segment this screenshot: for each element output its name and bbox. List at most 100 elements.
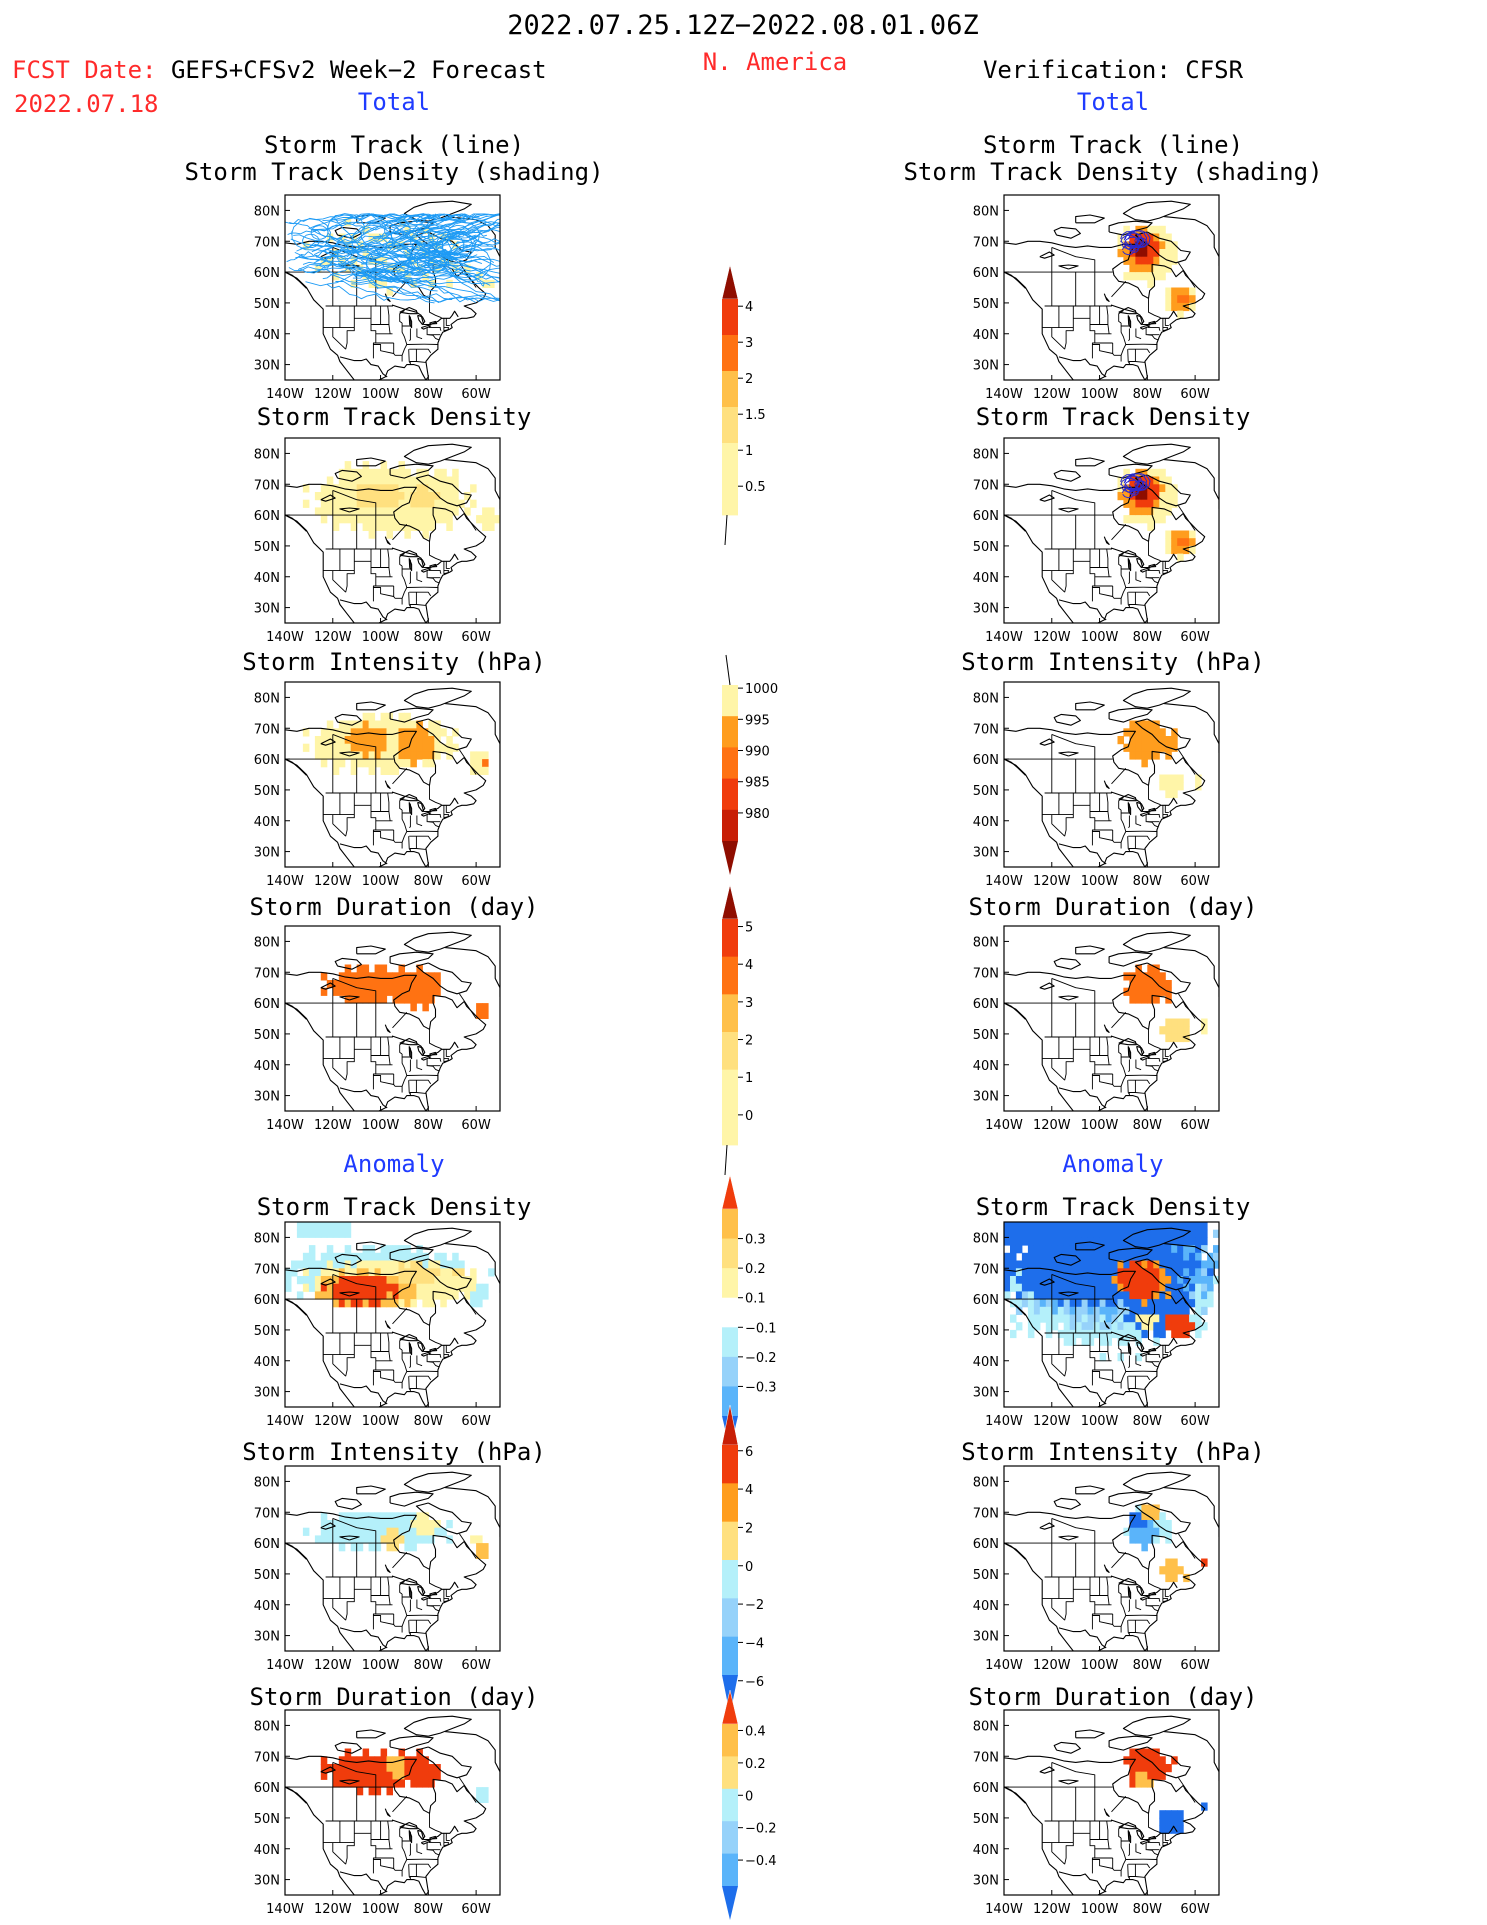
- shading-cell: [1141, 1748, 1148, 1757]
- shading-cell: [1159, 1268, 1166, 1277]
- shading-cell: [398, 1291, 405, 1300]
- border: [339, 1627, 388, 1649]
- shading-cell: [1171, 1825, 1178, 1834]
- shading-cell: [1093, 1291, 1101, 1300]
- shading-cell: [422, 728, 429, 737]
- shading-cell: [374, 515, 382, 524]
- shading-cell: [398, 1283, 405, 1292]
- shading-cell: [1171, 1283, 1178, 1292]
- state-line: [1127, 328, 1130, 341]
- shading-cell: [1195, 1306, 1202, 1315]
- lake: [1039, 1522, 1055, 1530]
- shading-cell: [416, 995, 423, 1004]
- shading-cell: [482, 766, 489, 775]
- shading-cell: [1010, 1329, 1017, 1339]
- shading-cell: [1159, 225, 1166, 234]
- shading-cell: [380, 1527, 388, 1536]
- colorbar-segment: [722, 1297, 738, 1328]
- shading-cell: [332, 728, 340, 737]
- shading-cell: [380, 1779, 388, 1788]
- state-line: [1120, 1054, 1127, 1093]
- province-line: [332, 1273, 377, 1300]
- island: [1108, 1491, 1153, 1507]
- state-line: [1147, 334, 1159, 341]
- shading-cell: [362, 1748, 370, 1757]
- shading-cell: [362, 1299, 370, 1308]
- state-line: [401, 566, 408, 605]
- shading-cell: [1135, 1245, 1142, 1254]
- state-line: [428, 1842, 442, 1846]
- border: [1004, 514, 1026, 532]
- shading-cell: [338, 1276, 346, 1285]
- shading-cell: [362, 728, 370, 737]
- shading-cell: [386, 736, 393, 745]
- island: [415, 474, 472, 507]
- shading-cell: [344, 1252, 352, 1261]
- shading-cell: [1171, 1222, 1178, 1231]
- island: [1075, 457, 1105, 467]
- shading-cell: [428, 1299, 435, 1308]
- lat-tick-label: 30N: [973, 602, 999, 617]
- province-line: [1178, 1777, 1196, 1803]
- state-line: [387, 1332, 391, 1361]
- shading-cell: [1135, 1535, 1142, 1544]
- shading-cell: [332, 507, 340, 516]
- shading-cell: [1021, 1291, 1029, 1300]
- shading-cell: [380, 743, 388, 752]
- lake: [1118, 793, 1137, 802]
- state-line: [1164, 318, 1169, 326]
- island: [445, 703, 500, 753]
- shading-cell: [1105, 1237, 1112, 1246]
- shading-cell: [1075, 1222, 1083, 1231]
- shading-cell: [392, 766, 399, 775]
- state-line: [1128, 348, 1151, 354]
- island: [1134, 962, 1191, 995]
- shading-cell: [428, 507, 435, 516]
- colorbar-segment: [722, 1209, 738, 1239]
- storm-track-line: [415, 240, 500, 282]
- shading-cell: [326, 1535, 334, 1544]
- shading-cell: [1171, 1018, 1178, 1027]
- shading-cell: [1171, 736, 1178, 745]
- shading-cell: [386, 1283, 393, 1292]
- shading-cell: [404, 492, 411, 501]
- shading-cell: [428, 736, 435, 745]
- shading-cell: [1159, 1026, 1166, 1035]
- colorbar-segment: [722, 1598, 738, 1638]
- shading-cell: [1165, 538, 1172, 547]
- shading-cell: [1135, 1779, 1142, 1788]
- lake: [408, 315, 413, 329]
- colorbar-segment: [722, 1445, 738, 1484]
- province-line: [429, 541, 442, 562]
- shading-cell: [386, 759, 393, 768]
- shading-cell: [1027, 1237, 1035, 1246]
- storm-track-line: [344, 265, 398, 283]
- lake: [1136, 1341, 1145, 1353]
- shading-cell: [1141, 1779, 1148, 1788]
- shading-cell: [386, 1245, 393, 1254]
- shading-cell: [1189, 1260, 1196, 1269]
- shading-cell: [1135, 1229, 1142, 1238]
- shading-cell: [350, 484, 358, 493]
- colorbar-segment: [722, 1853, 738, 1887]
- lat-tick-label: 30N: [973, 1874, 999, 1889]
- shading-cell: [380, 1299, 388, 1308]
- shading-cell: [1153, 492, 1160, 501]
- province-line: [392, 767, 408, 785]
- shading-cell: [392, 980, 399, 989]
- shading-cell: [1135, 249, 1142, 258]
- state-line: [1135, 1876, 1145, 1878]
- shading-cell: [1075, 1229, 1083, 1238]
- lat-tick-label: 60N: [254, 1537, 280, 1552]
- shading-cell: [1147, 256, 1154, 265]
- lat-tick-label: 30N: [254, 846, 280, 861]
- shading-cell: [446, 484, 453, 493]
- lat-tick-label: 50N: [254, 1812, 280, 1827]
- colorbar-segment: [722, 1069, 738, 1108]
- shading-cell: [482, 1787, 489, 1796]
- lat-tick-label: 40N: [254, 1599, 280, 1614]
- shading-cell: [362, 712, 370, 721]
- shading-cell: [1141, 1229, 1148, 1238]
